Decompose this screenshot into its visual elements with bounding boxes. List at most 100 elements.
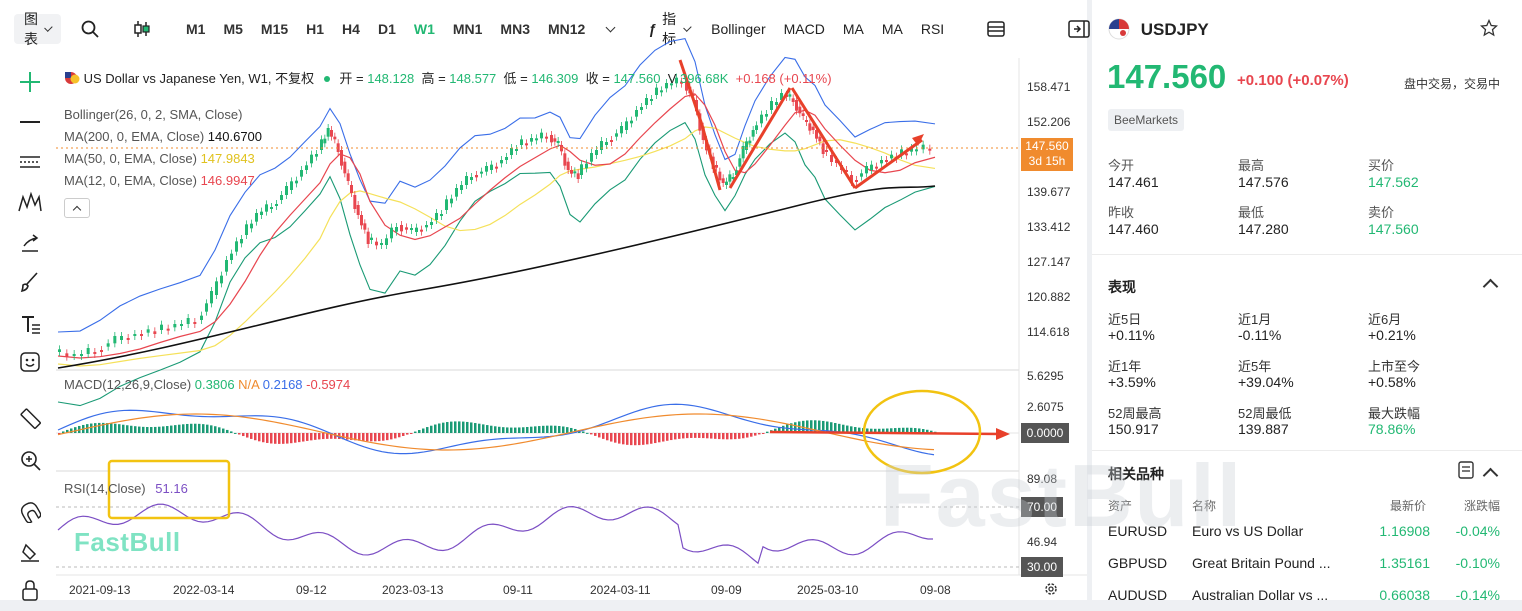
- timeframe-w1[interactable]: W1: [413, 21, 435, 37]
- indicator-button-ma[interactable]: MA: [881, 21, 903, 37]
- candle-body: [400, 225, 403, 232]
- horizontal-line-icon[interactable]: [16, 108, 44, 136]
- macd-histogram-bar: [642, 433, 645, 445]
- ruler-icon[interactable]: [16, 404, 44, 432]
- indicator-button-ma[interactable]: MA: [842, 21, 864, 37]
- macd-histogram-bar: [74, 427, 77, 433]
- candle-body: [860, 173, 863, 177]
- indicator-button-bollinger[interactable]: Bollinger: [711, 21, 766, 37]
- performance-label: 近5年: [1238, 359, 1272, 374]
- candle-body: [645, 98, 648, 105]
- chart-panel: 图表 M1 M5 M15 H1 H4 D1 W1 MN1 MN3 MN12 ƒ 指标 Bollin…: [0, 0, 1090, 602]
- search-icon[interactable]: [73, 15, 107, 43]
- macd-histogram-bar: [658, 433, 661, 443]
- timeframe-d1[interactable]: D1: [377, 21, 396, 37]
- trend-arrow-icon[interactable]: [16, 228, 44, 256]
- candle-body: [553, 138, 557, 142]
- related-pct: -0.04%: [1455, 523, 1500, 539]
- macd-histogram-bar: [678, 433, 681, 439]
- wave-pattern-icon[interactable]: [16, 188, 44, 216]
- timeframe-h1[interactable]: H1: [306, 21, 325, 37]
- chevron-up-icon[interactable]: [1482, 467, 1499, 484]
- candle-type-icon[interactable]: [125, 15, 159, 43]
- indicator-button-macd[interactable]: MACD: [783, 21, 825, 37]
- macd-histogram-bar: [158, 426, 161, 433]
- macd-histogram-bar: [422, 428, 425, 433]
- price-chart[interactable]: [0, 0, 1087, 600]
- watermark-logo: FastBull: [880, 446, 1244, 545]
- macd-histogram-bar: [594, 433, 597, 436]
- magnet-icon[interactable]: [16, 498, 44, 526]
- candle-body: [450, 198, 453, 204]
- candle-body: [333, 136, 337, 140]
- timeframe-m15[interactable]: M15: [260, 21, 289, 37]
- macd-histogram-bar: [358, 433, 361, 441]
- timeframe-m5[interactable]: M5: [223, 21, 243, 37]
- candle-body: [808, 123, 812, 131]
- macd-histogram-bar: [518, 427, 521, 433]
- macd-histogram-bar: [670, 433, 673, 441]
- collapse-panel-icon[interactable]: [1061, 15, 1097, 43]
- macd-histogram-bar: [662, 433, 665, 442]
- candle-body: [410, 228, 413, 230]
- macd-signal-line: [57, 413, 935, 451]
- timeframe-m1[interactable]: M1: [186, 21, 206, 37]
- macd-histogram-bar: [806, 420, 809, 433]
- rsi-axis-label: 46.94: [1027, 535, 1058, 549]
- macd-histogram-bar: [838, 423, 841, 433]
- candle-body: [825, 150, 828, 152]
- macd-histogram-bar: [566, 427, 569, 433]
- macd-histogram-bar: [634, 433, 637, 446]
- related-header: 名称: [1192, 499, 1217, 513]
- macd-histogram-bar: [618, 433, 621, 444]
- candle-body: [630, 120, 633, 124]
- macd-histogram-bar: [654, 433, 657, 444]
- emoji-icon[interactable]: [16, 348, 44, 376]
- candle-body: [915, 149, 918, 152]
- indicator-button-rsi[interactable]: RSI: [920, 21, 945, 37]
- document-icon[interactable]: [1458, 461, 1474, 484]
- chart-menu-dropdown[interactable]: 图表: [14, 11, 61, 47]
- macd-histogram-bar: [814, 420, 817, 433]
- candle-body: [865, 166, 868, 174]
- annotation-arrow: [854, 138, 923, 190]
- macd-histogram-bar: [622, 433, 625, 445]
- candle-body: [336, 143, 340, 152]
- chevron-up-icon[interactable]: [1482, 278, 1499, 295]
- timeframe-h4[interactable]: H4: [342, 21, 360, 37]
- settings-gear-icon[interactable]: [1043, 581, 1059, 602]
- timeframe-mn3[interactable]: MN3: [500, 21, 530, 37]
- macd-histogram-bar: [62, 431, 65, 433]
- collapse-legend-button[interactable]: [64, 198, 90, 218]
- crosshair-icon[interactable]: [16, 68, 44, 96]
- open-label: 开 =: [339, 71, 364, 86]
- related-asset: EURUSD: [1108, 523, 1168, 539]
- layout-icon[interactable]: [979, 15, 1013, 43]
- candle-body: [385, 238, 388, 245]
- candle-body: [520, 139, 523, 145]
- timeframe-mn12[interactable]: MN12: [547, 21, 586, 37]
- brush-icon[interactable]: [16, 268, 44, 296]
- timeframe-mn1[interactable]: MN1: [452, 21, 483, 37]
- macd-histogram-bar: [886, 428, 889, 433]
- macd-histogram-bar: [430, 425, 433, 433]
- candle-body: [595, 150, 598, 155]
- candle-body: [205, 303, 208, 312]
- text-tool-icon[interactable]: [16, 310, 44, 338]
- candle-body: [585, 163, 588, 169]
- star-icon[interactable]: [1479, 18, 1499, 42]
- candle-body: [140, 334, 143, 336]
- performance-label: 52周最低: [1238, 406, 1292, 421]
- parallel-lines-icon[interactable]: [16, 148, 44, 176]
- eraser-icon[interactable]: [16, 538, 44, 566]
- last-price: 147.560: [1107, 58, 1227, 95]
- candle-body: [480, 171, 483, 174]
- macd-histogram-bar: [318, 433, 321, 440]
- candle-body: [725, 181, 728, 185]
- zoom-in-icon[interactable]: [16, 446, 44, 474]
- candle-body: [910, 148, 913, 152]
- ma12-legend: MA(12, 0, EMA, Close) 146.9947: [64, 173, 255, 188]
- indicators-button[interactable]: ƒ 指标: [641, 11, 696, 47]
- annotation-arrow: [790, 87, 857, 189]
- macd-histogram-bar: [766, 431, 769, 433]
